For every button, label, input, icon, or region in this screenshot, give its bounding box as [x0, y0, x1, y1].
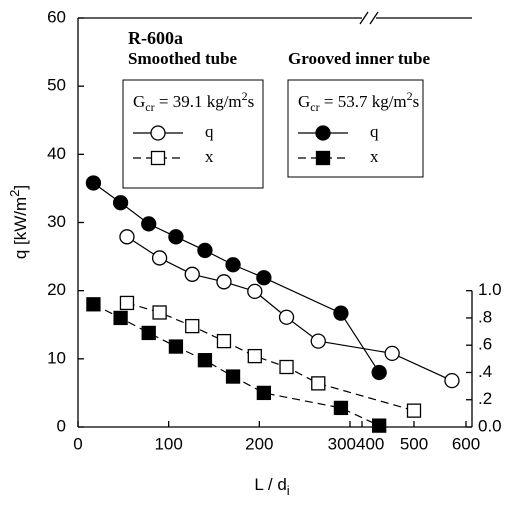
- y2-tick-label: 1.0: [478, 280, 502, 299]
- legend-marker: [315, 150, 331, 166]
- y-axis-label: q [kW/m2]: [7, 185, 30, 259]
- y2-tick-label: .2: [478, 389, 492, 408]
- marker: [151, 250, 168, 266]
- marker: [112, 195, 129, 211]
- marker: [444, 372, 460, 389]
- marker: [119, 229, 135, 245]
- legend-title: Gcr = 53.7 kg/m2s: [298, 89, 419, 114]
- x-tick-label: 400: [356, 434, 384, 453]
- legend-value: = 53.7 kg/m: [320, 92, 407, 111]
- legend-power: 2: [242, 89, 248, 103]
- y-tick-label: 40: [47, 144, 66, 163]
- marker: [278, 309, 295, 325]
- x-tick-label: 100: [154, 434, 182, 453]
- marker: [86, 297, 101, 312]
- marker: [279, 359, 294, 375]
- marker: [310, 333, 326, 349]
- group-title: Grooved inner tube: [288, 49, 430, 68]
- x-tick-label: 300: [328, 434, 356, 453]
- legend-label: x: [370, 147, 379, 166]
- axis-break: [359, 11, 369, 25]
- y-axis-label-text: q [kW/m: [11, 197, 30, 259]
- x-axis-label-subscript: i: [287, 483, 290, 498]
- group-title: Smoothed tube: [128, 49, 238, 68]
- series-line: [126, 236, 453, 382]
- marker: [247, 348, 262, 364]
- marker: [216, 274, 232, 290]
- marker: [185, 318, 200, 334]
- legend-unit: s: [413, 92, 420, 111]
- legend-symbol: G: [298, 92, 310, 111]
- legend-power: 2: [407, 89, 413, 103]
- y2-tick-label: .8: [478, 307, 492, 326]
- y2-tick-label: .6: [478, 335, 492, 354]
- marker: [256, 385, 272, 401]
- y-tick-label: 30: [47, 212, 66, 231]
- legend-box: [122, 79, 264, 189]
- legend-marker: [150, 150, 166, 166]
- legend-box: [287, 79, 424, 178]
- legend-marker: [315, 125, 331, 141]
- x-axis-label-text: L / d: [254, 475, 286, 494]
- marker: [168, 339, 184, 354]
- y-axis-label-power: 2: [7, 190, 22, 197]
- marker: [247, 283, 263, 299]
- x-tick-label: 200: [245, 434, 273, 453]
- marker: [152, 305, 167, 320]
- marker: [85, 175, 102, 191]
- x-axis-label: L / di: [254, 475, 289, 498]
- legend-value: = 39.1 kg/m: [155, 92, 242, 111]
- legend-subscript: cr: [145, 100, 154, 114]
- x-tick-label: 600: [452, 434, 480, 453]
- marker: [225, 257, 241, 273]
- legend-subscript: cr: [310, 100, 319, 114]
- legend-marker: [150, 125, 166, 141]
- x-tick-label: 0: [73, 434, 82, 453]
- marker: [141, 325, 156, 341]
- x-tick-label: 500: [400, 434, 428, 453]
- y-axis-label-end: ]: [11, 185, 30, 190]
- axis-break: [369, 11, 379, 25]
- y-tick-label: 50: [47, 76, 66, 95]
- chart-title: R-600a: [128, 28, 183, 48]
- legend-label: x: [205, 147, 214, 166]
- y-tick-label: 20: [47, 280, 66, 299]
- marker: [311, 376, 326, 391]
- y2-tick-label: 0.0: [478, 416, 502, 435]
- marker: [197, 353, 213, 368]
- marker: [119, 295, 135, 311]
- marker: [141, 216, 157, 232]
- legend-unit: s: [248, 92, 255, 111]
- y-tick-label: 0: [57, 416, 66, 435]
- marker: [384, 345, 400, 362]
- marker: [371, 364, 387, 381]
- marker: [406, 403, 422, 418]
- legend-label: q: [205, 122, 214, 141]
- marker: [216, 333, 232, 349]
- marker: [256, 270, 272, 286]
- legend-label: q: [370, 122, 379, 141]
- marker: [113, 310, 128, 326]
- legend-title: Gcr = 39.1 kg/m2s: [133, 89, 254, 114]
- marker: [197, 242, 213, 259]
- marker: [333, 400, 349, 416]
- marker: [225, 369, 241, 384]
- y-tick-label: 10: [47, 348, 66, 367]
- marker: [184, 266, 200, 282]
- marker: [372, 418, 387, 433]
- marker: [168, 229, 184, 245]
- legend-symbol: G: [133, 92, 145, 111]
- marker: [333, 305, 349, 321]
- y-tick-label: 60: [47, 7, 66, 26]
- y2-tick-label: .4: [478, 362, 492, 381]
